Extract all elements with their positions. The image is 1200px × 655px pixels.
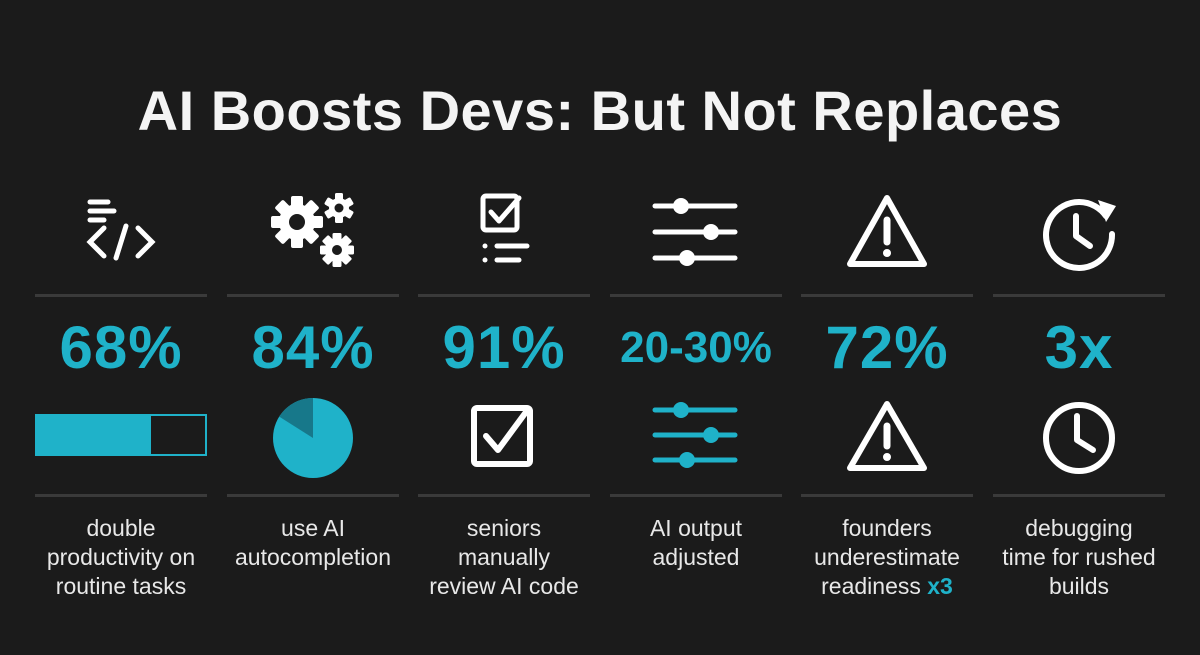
divider <box>993 494 1165 497</box>
clock-icon <box>993 398 1165 478</box>
warning-icon <box>801 190 973 276</box>
stat-description: founders underestimate readiness x3 <box>814 515 960 599</box>
stat-value: 3x <box>1044 314 1114 381</box>
stat-column-readiness: 72% founders underestimate readiness x3 <box>801 0 973 655</box>
stat-value: 84% <box>251 314 375 381</box>
stat-column-debugging: 3x debugging time for rushed builds <box>993 0 1165 655</box>
stat-description: seniors manually review AI code <box>429 515 579 599</box>
sliders-icon <box>610 190 782 276</box>
progress-bar <box>35 398 207 478</box>
stat-column-autocompletion: 84% use AI autocompletion <box>227 0 399 655</box>
stat-description: double productivity on routine tasks <box>46 515 196 599</box>
checkbox-icon <box>418 398 590 478</box>
stat-column-adjusted: 20-30% AI output adjusted <box>610 0 782 655</box>
divider <box>801 494 973 497</box>
divider <box>993 294 1165 297</box>
divider <box>610 294 782 297</box>
stat-value: 20-30% <box>620 323 772 372</box>
stat-description: AI output adjusted <box>649 515 743 570</box>
stat-value: 68% <box>59 314 183 381</box>
progress-bar-fill <box>37 416 151 454</box>
pie-chart-remainder <box>279 398 313 438</box>
checklist-icon <box>418 190 590 276</box>
page-title: AI Boosts Devs: But Not Replaces <box>137 79 1063 142</box>
divider <box>610 494 782 497</box>
warning-icon <box>801 398 973 478</box>
desc-accent: x3 <box>927 573 953 599</box>
stat-value: 91% <box>442 314 566 381</box>
divider <box>418 494 590 497</box>
divider <box>801 294 973 297</box>
gears-icon <box>227 190 399 276</box>
divider <box>227 494 399 497</box>
sliders-icon <box>610 398 782 478</box>
divider <box>35 294 207 297</box>
stat-description: debugging time for rushed builds <box>1002 515 1156 599</box>
divider <box>227 294 399 297</box>
stat-column-productivity: 68% double productivity on routine tasks <box>35 0 207 655</box>
stat-description: use AI autocompletion <box>235 515 391 570</box>
clock-refresh-icon <box>993 190 1165 276</box>
divider <box>418 294 590 297</box>
pie-chart <box>227 398 399 478</box>
divider <box>35 494 207 497</box>
code-icon <box>35 190 207 276</box>
stat-column-review: 91% seniors manually review AI code <box>418 0 590 655</box>
stat-value: 72% <box>825 314 949 381</box>
